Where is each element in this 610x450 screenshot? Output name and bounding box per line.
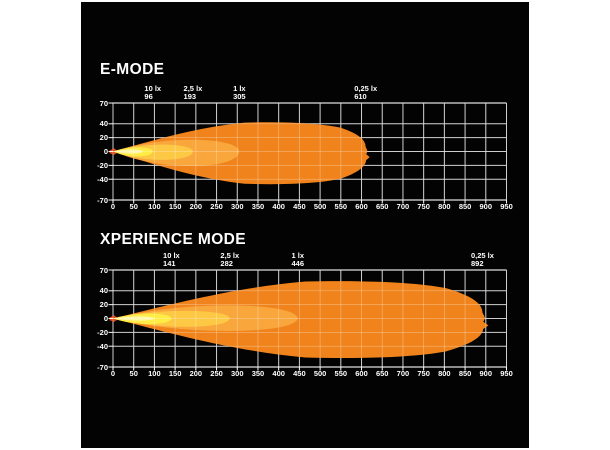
x-tick-label: 800 [438,369,451,378]
y-tick-label: -70 [97,362,108,372]
lux-label-25lx: 2,5 lx 193 [184,85,203,101]
x-tick-label: 950 [500,202,513,211]
x-tick-label: 750 [417,369,430,378]
y-tick-label: -20 [97,160,108,170]
x-tick-label: 100 [148,202,161,211]
y-tick-label: 20 [99,300,108,310]
x-tick-label: 0 [110,369,116,378]
x-tick-label: 700 [396,369,410,378]
lux-distance: 892 [471,259,484,268]
x-tick-label: 150 [168,369,182,378]
y-tick-label: 0 [103,314,108,323]
x-tick-label: 450 [293,202,306,211]
lux-value: 2,5 lx [183,84,203,93]
y-tick-label: 40 [99,119,108,129]
x-tick-label: 250 [210,369,223,378]
y-tick-label: -70 [97,195,108,205]
x-tick-label: 700 [396,202,410,211]
lux-label-10lx: 10 lx 141 [163,252,180,268]
x-tick-label: 900 [479,202,493,211]
lux-label-25lx: 2,5 lx 282 [220,252,239,268]
y-tick-label: 20 [99,133,108,143]
x-tick-label: 850 [458,369,472,378]
x-tick-label: 150 [168,202,182,211]
beam-hotspot [113,316,155,321]
lux-value: 0,25 lx [354,84,378,93]
lux-distance: 282 [220,259,233,268]
lux-distance: 446 [291,259,304,268]
y-tick-label: -20 [97,327,108,337]
x-tick-label: 350 [251,369,265,378]
y-tick-label: -40 [97,174,108,184]
chart-title-xperience-mode: XPERIENCE MODE [100,231,246,248]
beam-pattern-figure-panel: E-MODE XPERIENCE MODE 10 lx 96 2,5 lx 193 1 … [81,2,529,448]
lux-distance: 610 [354,92,367,101]
x-tick-label: 50 [129,369,138,378]
x-tick-label: 300 [230,202,244,211]
y-tick-label: 70 [99,265,108,275]
x-tick-label: 850 [458,202,472,211]
x-tick-label: 550 [334,369,348,378]
lux-value: 2,5 lx [220,251,240,260]
lux-label-1lx: 1 lx 446 [291,252,304,268]
x-tick-label: 750 [417,202,430,211]
x-tick-label: 450 [293,369,306,378]
x-tick-label: 600 [355,202,368,211]
lux-value: 10 lx [144,84,162,93]
lux-value: 1 lx [233,84,246,93]
x-tick-label: 650 [375,202,389,211]
lux-value: 10 lx [163,251,180,260]
x-tick-label: 600 [355,369,368,378]
beam-zone-025lx [113,281,489,359]
lux-label-10lx: 10 lx 96 [144,85,161,101]
y-tick-label: 70 [99,98,108,108]
lux-distance: 96 [144,92,153,101]
x-tick-label: 950 [500,369,513,378]
x-tick-label: 50 [129,202,138,211]
x-tick-label: 400 [272,202,285,211]
lux-label-025lx: 0,25 lx 892 [471,252,494,268]
x-tick-label: 100 [148,369,161,378]
y-tick-label: -40 [97,341,108,351]
x-tick-label: 650 [375,369,389,378]
chart-title-e-mode: E-MODE [100,61,165,78]
x-tick-label: 400 [272,369,285,378]
x-tick-label: 200 [189,369,203,378]
x-tick-label: 0 [110,202,116,211]
lux-distance: 193 [183,92,197,101]
lux-label-025lx: 0,25 lx 610 [354,85,377,101]
x-tick-label: 550 [334,202,348,211]
x-tick-label: 500 [313,369,327,378]
x-tick-label: 900 [479,369,493,378]
lux-value: 0,25 lx [471,251,494,260]
beam-hotspot [113,149,143,154]
x-tick-label: 800 [438,202,451,211]
beam-zone-025lx [113,122,370,185]
y-tick-label: 0 [103,147,108,156]
lux-distance: 141 [163,259,176,268]
lux-value: 1 lx [291,251,304,260]
x-tick-label: 350 [251,202,265,211]
x-tick-label: 200 [189,202,203,211]
beam-charts-svg [108,102,507,371]
y-tick-label: 40 [99,286,108,296]
lux-distance: 305 [233,92,246,101]
x-tick-label: 250 [210,202,223,211]
x-tick-label: 500 [313,202,327,211]
x-tick-label: 300 [230,369,244,378]
lux-label-1lx: 1 lx 305 [233,85,246,101]
